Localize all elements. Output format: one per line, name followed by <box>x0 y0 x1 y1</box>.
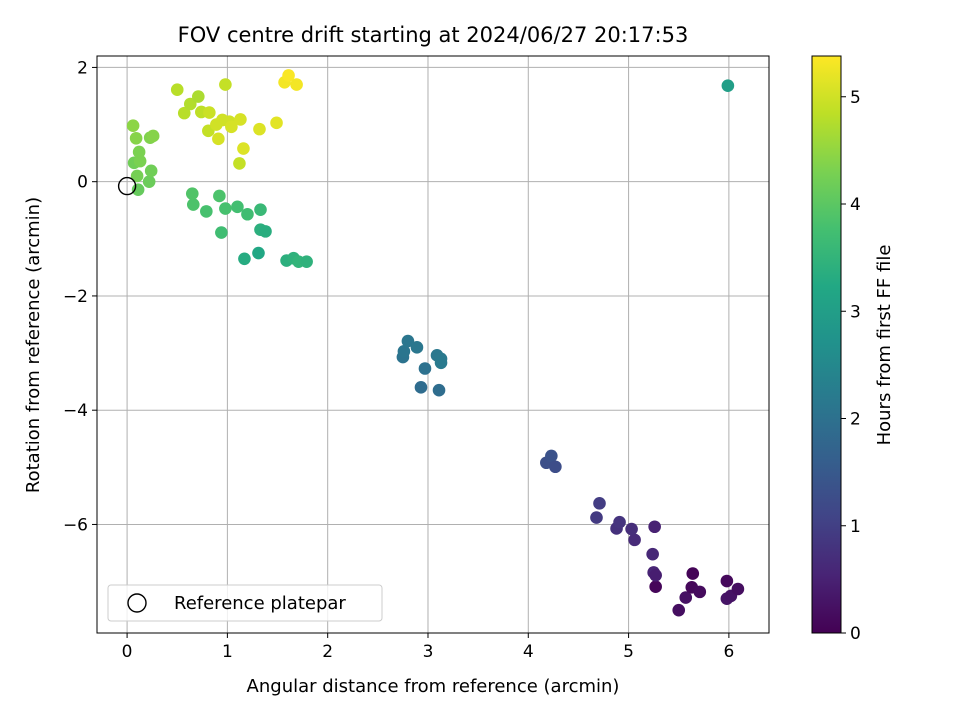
scatter-point <box>132 145 146 159</box>
scatter-point <box>432 383 446 397</box>
x-tick-label: 1 <box>222 642 233 662</box>
scatter-point <box>549 460 562 474</box>
scatter-point <box>418 362 432 375</box>
scatter-point <box>628 533 641 547</box>
x-tick-label: 3 <box>423 642 434 662</box>
scatter-point <box>731 582 745 596</box>
scatter-point <box>183 97 197 111</box>
scatter-point <box>192 90 205 103</box>
scatter-point <box>397 345 411 358</box>
scatter-point <box>252 246 265 260</box>
colorbar-tick-label: 3 <box>850 302 861 322</box>
scatter-point <box>185 187 199 200</box>
scatter-point <box>177 106 191 120</box>
x-tick-label: 0 <box>122 642 133 662</box>
scatter-point <box>720 574 734 588</box>
scatter-point <box>203 106 216 119</box>
scatter-point <box>679 591 693 604</box>
scatter-point <box>213 189 226 203</box>
scatter-point <box>401 334 415 348</box>
scatter-point <box>130 169 144 183</box>
colorbar-tick-label: 4 <box>850 195 861 215</box>
colorbar-ticks: 0 1 2 3 4 5 <box>841 88 861 644</box>
y-axis-label: Rotation from reference (arcmin) <box>23 197 44 493</box>
scatter-point <box>186 198 200 211</box>
y-tick-label: −6 <box>63 515 88 535</box>
scatter-point <box>410 341 424 354</box>
plot-frame <box>96 55 770 634</box>
y-tick-label: −2 <box>63 287 88 307</box>
scatter-point <box>200 205 213 218</box>
scatter-point <box>254 203 267 216</box>
scatter-point <box>225 120 238 134</box>
scatter-point <box>133 154 147 168</box>
y-tick-label: −4 <box>63 401 88 421</box>
scatter-point <box>593 497 606 510</box>
x-tick-label: 6 <box>723 642 734 662</box>
grid-lines <box>97 56 769 633</box>
scatter-point <box>590 511 603 524</box>
scatter-point <box>282 69 295 82</box>
colorbar: 0 1 2 3 4 5 Hours from first FF file <box>811 55 895 644</box>
scatter-point <box>545 449 558 463</box>
scatter-point <box>237 142 250 155</box>
x-axis-label: Angular distance from reference (arcmin) <box>247 676 620 697</box>
scatter-point <box>131 183 145 196</box>
legend-box <box>107 584 383 622</box>
scatter-point <box>721 79 735 93</box>
scatter-point <box>231 200 244 214</box>
scatter-point <box>215 226 228 239</box>
colorbar-tick-label: 0 <box>850 624 861 644</box>
colorbar-gradient <box>811 55 842 634</box>
scatter-point <box>241 207 254 221</box>
scatter-point <box>129 131 143 145</box>
scatter-point <box>212 132 225 146</box>
legend-label: Reference platepar <box>174 593 346 614</box>
scatter-point <box>219 202 232 215</box>
scatter-point <box>270 116 283 130</box>
scatter-point <box>434 356 448 370</box>
colorbar-tick-label: 2 <box>850 410 861 430</box>
x-axis-ticks: 0 1 2 3 4 5 6 <box>122 633 734 662</box>
legend: Reference platepar <box>107 584 383 622</box>
scatter-point <box>649 569 662 582</box>
y-axis-ticks: 2 0 −2 −4 −6 <box>63 58 97 535</box>
scatter-point <box>253 122 266 136</box>
scatter-point <box>648 520 661 534</box>
scatter-point <box>646 547 659 561</box>
scatter-point <box>686 567 700 580</box>
scatter-point <box>414 381 428 394</box>
x-tick-label: 2 <box>322 642 333 662</box>
x-tick-label: 5 <box>623 642 634 662</box>
reference-platepar-marker <box>117 176 137 196</box>
scatter-point <box>126 119 140 132</box>
legend-open-circle-icon <box>127 593 147 613</box>
scatter-point <box>259 225 272 238</box>
scatter-point <box>649 580 662 594</box>
scatter-point <box>234 113 247 126</box>
y-tick-label: 0 <box>77 173 88 193</box>
scatter-point <box>290 78 303 91</box>
scatter-point <box>693 585 707 599</box>
scatter-point <box>238 252 251 266</box>
scatter-point <box>144 164 158 178</box>
colorbar-tick-label: 5 <box>850 88 861 108</box>
scatter-point <box>142 175 156 188</box>
data-points <box>126 69 745 617</box>
scatter-point <box>613 515 626 529</box>
y-tick-label: 2 <box>77 58 88 78</box>
x-tick-label: 4 <box>523 642 534 662</box>
scatter-point <box>219 78 232 91</box>
scatter-point <box>672 603 686 617</box>
colorbar-tick-label: 1 <box>850 517 861 537</box>
scatter-point <box>146 129 160 143</box>
scatter-point <box>233 157 246 170</box>
scatter-point <box>625 522 638 536</box>
chart-title: FOV centre drift starting at 2024/06/27 … <box>178 23 689 47</box>
scatter-point <box>300 255 313 268</box>
scatter-point <box>170 83 184 97</box>
colorbar-label: Hours from first FF file <box>874 245 895 446</box>
